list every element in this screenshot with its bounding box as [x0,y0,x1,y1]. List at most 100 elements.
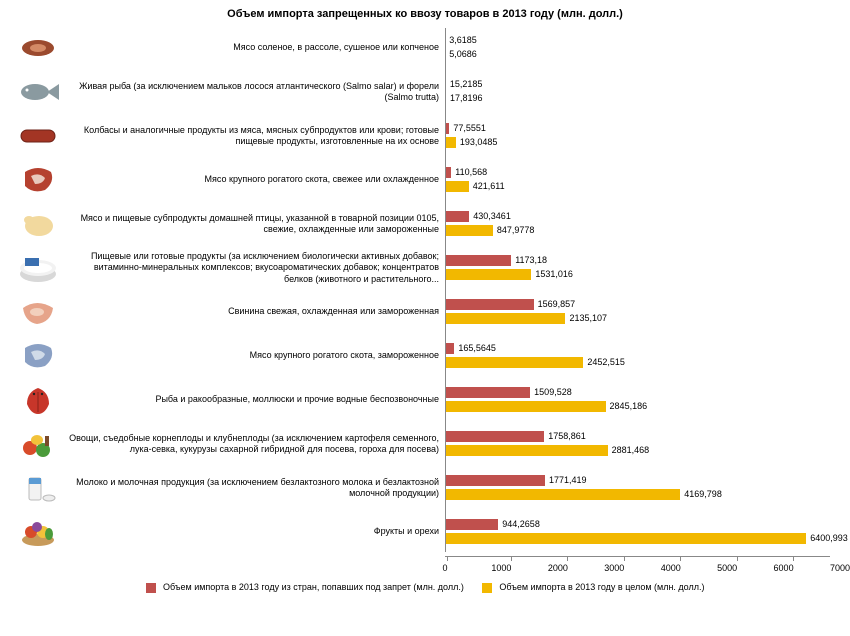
value-total: 2452,515 [587,357,625,368]
value-total: 1531,016 [535,269,573,280]
legend-item-banned: Объем импорта в 2013 году из стран, попа… [146,582,464,593]
value-banned: 77,5551 [453,123,486,134]
category-label: Мясо и пищевые субпродукты домашней птиц… [65,213,445,236]
bars: 1569,857 2135,107 [445,295,840,329]
table-row: Свинина свежая, охлажденная или замороже… [10,292,840,332]
value-banned: 3,6185 [449,35,477,46]
bar-total [445,269,531,280]
fruit-icon [10,512,65,552]
value-banned: 1173,18 [515,255,547,266]
table-row: Живая рыба (за исключением мальков лосос… [10,72,840,112]
category-label: Мясо крупного рогатого скота, свежее или… [65,174,445,185]
bar-total [445,137,456,148]
x-axis: 01000200030004000500060007000 [445,556,840,578]
pork-icon [10,292,65,332]
value-banned: 110,568 [455,167,487,178]
bars: 77,5551 193,0485 [445,119,840,153]
table-row: Рыба и ракообразные, моллюски и прочие в… [10,380,840,420]
legend: Объем импорта в 2013 году из стран, попа… [10,582,840,593]
category-label: Овощи, съедобные корнеплоды и клубнеплод… [65,433,445,456]
x-tick-label: 4000 [661,563,681,573]
value-banned: 1771,419 [549,475,587,486]
value-banned: 1569,857 [538,299,576,310]
value-banned: 944,2658 [502,519,540,530]
cured-meat-icon [10,28,65,68]
value-banned: 15,2185 [450,79,483,90]
value-total: 17,8196 [450,93,483,104]
bars: 165,5645 2452,515 [445,339,840,373]
bar-banned [445,211,469,222]
x-tick: 7000 [840,556,850,573]
x-tick-label: 2000 [548,563,568,573]
bars: 1758,861 2881,468 [445,427,840,461]
bars: 3,6185 5,0686 [445,31,840,65]
table-row: Мясо и пищевые субпродукты домашней птиц… [10,204,840,244]
legend-swatch-total [482,583,492,593]
beef-fresh-icon [10,160,65,200]
x-tick: 6000 [784,556,804,573]
table-row: Мясо крупного рогатого скота, свежее или… [10,160,840,200]
x-tick: 2000 [558,556,578,573]
category-label: Живая рыба (за исключением мальков лосос… [65,81,445,104]
x-tick: 1000 [501,556,521,573]
bars: 15,2185 17,8196 [445,75,840,109]
category-label: Рыба и ракообразные, моллюски и прочие в… [65,394,445,405]
category-label: Колбасы и аналогичные продукты из мяса, … [65,125,445,148]
bar-banned [445,255,511,266]
x-tick: 4000 [671,556,691,573]
value-total: 2881,468 [612,445,650,456]
value-total: 847,9778 [497,225,535,236]
bars: 1771,419 4169,798 [445,471,840,505]
value-total: 4169,798 [684,489,722,500]
x-tick-label: 0 [442,563,447,573]
x-tick: 5000 [727,556,747,573]
vegetables-icon [10,424,65,464]
seafood-icon [10,380,65,420]
value-banned: 165,5645 [458,343,496,354]
beef-frozen-icon [10,336,65,376]
bars: 1509,528 2845,186 [445,383,840,417]
bar-banned [445,431,544,442]
prepared-icon [10,248,65,288]
bars: 110,568 421,611 [445,163,840,197]
table-row: Овощи, съедобные корнеплоды и клубнеплод… [10,424,840,464]
chart-title: Объем импорта запрещенных ко ввозу товар… [10,8,840,20]
value-total: 421,611 [473,181,505,192]
legend-item-total: Объем импорта в 2013 году в целом (млн. … [482,582,705,593]
fish-icon [10,72,65,112]
x-tick: 3000 [614,556,634,573]
x-tick-label: 1000 [491,563,511,573]
bar-total [445,533,806,544]
bar-banned [445,343,454,354]
category-label: Фрукты и орехи [65,526,445,537]
value-total: 193,0485 [460,137,498,148]
x-tick-label: 5000 [717,563,737,573]
bar-total [445,489,680,500]
value-total: 6400,993 [810,533,848,544]
milk-icon [10,468,65,508]
bars: 1173,18 1531,016 [445,251,840,285]
legend-swatch-banned [146,583,156,593]
bar-banned [445,475,545,486]
category-label: Свинина свежая, охлажденная или замороже… [65,306,445,317]
bar-total [445,445,608,456]
y-axis-line [445,28,446,552]
bars: 944,2658 6400,993 [445,515,840,549]
bar-banned [445,519,498,530]
bar-banned [445,299,534,310]
value-total: 2845,186 [610,401,648,412]
legend-label-banned: Объем импорта в 2013 году из стран, попа… [163,582,464,592]
bar-total [445,313,565,324]
bar-total [445,181,469,192]
table-row: Мясо соленое, в рассоле, сушеное или коп… [10,28,840,68]
x-tick: 0 [445,556,450,573]
bar-total [445,357,583,368]
value-banned: 1509,528 [534,387,572,398]
category-label: Мясо крупного рогатого скота, замороженн… [65,350,445,361]
x-tick-label: 6000 [774,563,794,573]
bar-banned [445,387,530,398]
table-row: Молоко и молочная продукция (за исключен… [10,468,840,508]
value-banned: 1758,861 [548,431,586,442]
value-banned: 430,3461 [473,211,511,222]
bar-total [445,401,606,412]
